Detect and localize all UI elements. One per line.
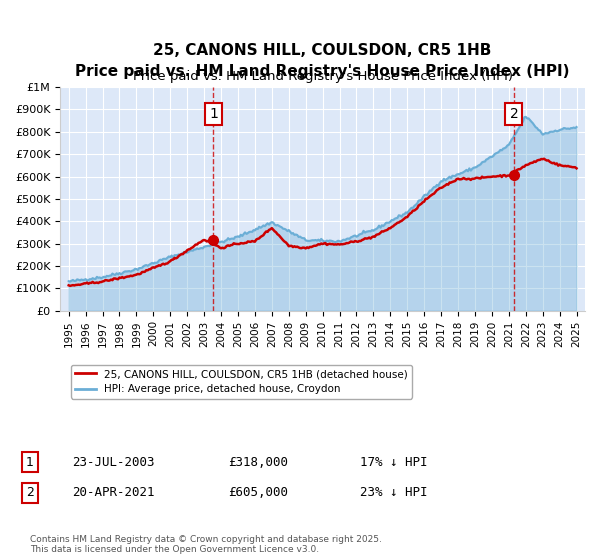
Text: 20-APR-2021: 20-APR-2021 (72, 486, 155, 500)
Legend: 25, CANONS HILL, COULSDON, CR5 1HB (detached house), HPI: Average price, detache: 25, CANONS HILL, COULSDON, CR5 1HB (deta… (71, 365, 412, 399)
Text: 23% ↓ HPI: 23% ↓ HPI (360, 486, 427, 500)
Text: 23-JUL-2003: 23-JUL-2003 (72, 455, 155, 469)
Title: 25, CANONS HILL, COULSDON, CR5 1HB
Price paid vs. HM Land Registry's House Price: 25, CANONS HILL, COULSDON, CR5 1HB Price… (76, 43, 570, 79)
Text: £318,000: £318,000 (228, 455, 288, 469)
Text: £605,000: £605,000 (228, 486, 288, 500)
Text: 17% ↓ HPI: 17% ↓ HPI (360, 455, 427, 469)
Text: 1: 1 (26, 455, 34, 469)
Text: 2: 2 (509, 107, 518, 121)
Text: Contains HM Land Registry data © Crown copyright and database right 2025.
This d: Contains HM Land Registry data © Crown c… (30, 535, 382, 554)
Text: Price paid vs. HM Land Registry's House Price Index (HPI): Price paid vs. HM Land Registry's House … (133, 69, 512, 83)
Text: 2: 2 (26, 486, 34, 500)
Text: 1: 1 (209, 107, 218, 121)
